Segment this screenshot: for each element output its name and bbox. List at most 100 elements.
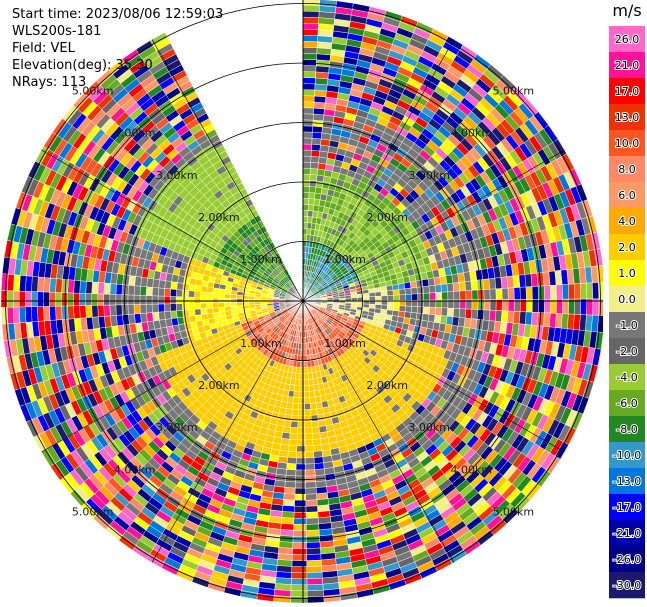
velocity-gate — [311, 426, 320, 434]
velocity-gate — [218, 306, 226, 313]
velocity-gate — [260, 301, 268, 305]
velocity-gate — [574, 283, 582, 300]
velocity-gate — [302, 125, 313, 133]
velocity-gate — [302, 0, 321, 6]
velocity-gate — [308, 384, 315, 392]
velocity-gate — [308, 192, 316, 200]
velocity-gate — [302, 77, 316, 85]
velocity-gate — [298, 403, 305, 410]
velocity-gate — [288, 445, 298, 453]
velocity-gate — [151, 287, 159, 297]
velocity-gate — [67, 292, 74, 307]
velocity-gate — [283, 487, 296, 495]
velocity-gate — [315, 401, 323, 410]
velocity-gate — [91, 281, 99, 295]
velocity-gate — [73, 292, 80, 307]
velocity-gate — [375, 295, 382, 301]
velocity-gate — [206, 297, 213, 304]
velocity-gate — [470, 280, 479, 291]
velocity-gate — [287, 451, 297, 459]
velocity-gate — [304, 421, 313, 429]
velocity-gate — [422, 306, 430, 315]
velocity-gate — [470, 309, 479, 320]
velocity-gate — [18, 306, 27, 323]
velocity-gate — [25, 306, 33, 323]
velocity-gate — [314, 395, 322, 404]
velocity-gate — [290, 590, 308, 598]
velocity-gate — [309, 390, 316, 398]
velocity-gate — [218, 302, 225, 308]
velocity-gate — [531, 285, 539, 300]
velocity-gate — [282, 505, 295, 513]
velocity-gate — [0, 273, 9, 291]
velocity-gate — [254, 301, 262, 305]
velocity-gate — [392, 289, 400, 296]
velocity-gate — [302, 167, 311, 175]
velocity-gate — [164, 310, 172, 320]
velocity-gate — [312, 444, 323, 452]
velocity-gate — [182, 309, 190, 318]
velocity-gate — [230, 302, 237, 307]
velocity-gate — [489, 288, 497, 300]
velocity-gate — [303, 342, 307, 350]
velocity-gate — [37, 276, 45, 293]
velocity-gate — [304, 451, 315, 459]
velocity-gate — [170, 310, 178, 319]
velocity-gate — [305, 505, 318, 513]
velocity-gate — [37, 291, 44, 307]
velocity-gate — [440, 283, 448, 293]
velocity-gate — [417, 293, 425, 301]
velocity-gate — [298, 391, 305, 398]
velocity-gate — [169, 303, 177, 312]
velocity-gate — [290, 584, 308, 592]
velocity-gate — [282, 499, 295, 507]
velocity-gate — [410, 306, 418, 314]
velocity-gate — [304, 457, 315, 465]
velocity-gate — [311, 137, 322, 146]
velocity-gate — [398, 305, 406, 312]
velocity-gate — [310, 150, 321, 158]
velocity-gate — [158, 311, 166, 321]
velocity-gate — [297, 415, 305, 422]
velocity-gate — [302, 71, 317, 79]
velocity-gate — [519, 286, 527, 300]
velocity-gate — [73, 279, 81, 294]
velocity-gate — [49, 291, 56, 307]
velocity-gate — [302, 65, 317, 73]
velocity-gate — [212, 292, 219, 299]
velocity-gate — [519, 311, 527, 325]
velocity-gate — [304, 403, 311, 410]
velocity-gate — [169, 296, 177, 304]
velocity-gate — [212, 311, 221, 319]
velocity-gate — [314, 462, 325, 470]
velocity-gate — [305, 481, 317, 489]
velocity-gate — [397, 282, 406, 290]
velocity-gate — [55, 305, 63, 321]
velocity-gate — [175, 303, 183, 311]
velocity-gate — [310, 156, 320, 164]
velocity-gate — [303, 367, 309, 374]
velocity-gate — [363, 296, 370, 301]
velocity-gate — [441, 291, 449, 301]
velocity-gate — [302, 131, 313, 139]
velocity-gate — [410, 287, 418, 295]
velocity-gate — [507, 310, 515, 324]
velocity-gate — [305, 469, 316, 477]
velocity-gate — [292, 530, 307, 537]
velocity-gate — [304, 415, 312, 422]
velocity-gate — [435, 292, 443, 301]
velocity-gate — [302, 16, 320, 24]
velocity-gate — [91, 293, 98, 306]
velocity-gate — [303, 379, 310, 386]
velocity-gate — [380, 290, 388, 297]
velocity-gate — [313, 456, 324, 464]
velocity-gate — [279, 529, 294, 537]
velocity-gate — [163, 288, 171, 297]
velocity-gate — [319, 0, 337, 8]
velocity-gate — [465, 290, 473, 301]
velocity-gate — [293, 505, 307, 513]
velocity-gate — [294, 487, 306, 495]
velocity-gate — [285, 408, 293, 416]
velocity-gate — [151, 295, 159, 305]
velocity-gate — [427, 314, 436, 323]
